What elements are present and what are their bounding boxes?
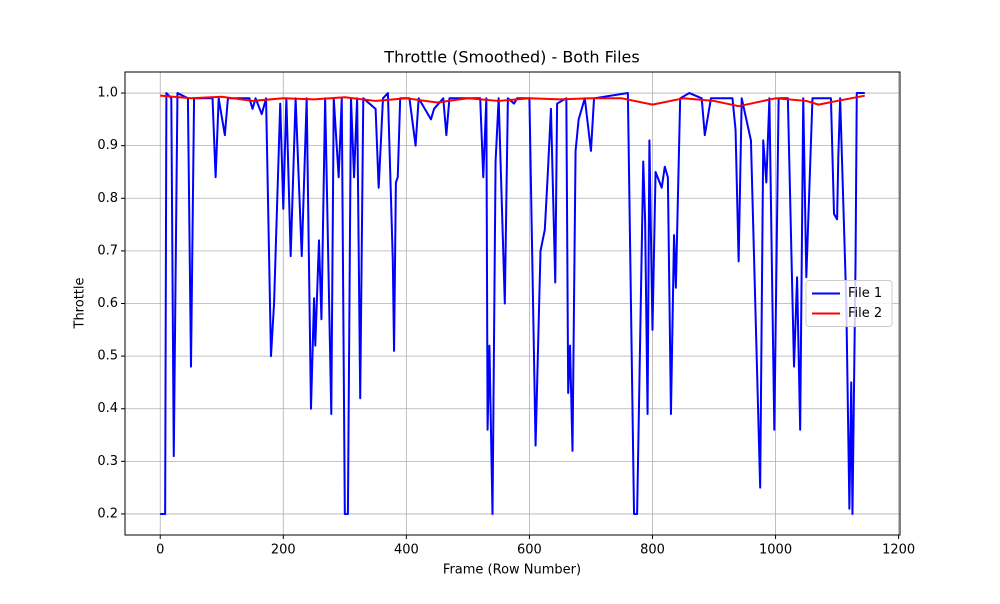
legend-box xyxy=(805,280,893,327)
y-tick-label: 0.4 xyxy=(97,401,118,416)
y-tick-label: 0.6 xyxy=(97,296,118,311)
x-tick-label: 0 xyxy=(156,543,164,558)
x-tick-label: 600 xyxy=(517,543,542,558)
x-axis-label: Frame (Row Number) xyxy=(443,563,581,578)
y-tick-label: 0.7 xyxy=(97,243,118,258)
x-tick-label: 1200 xyxy=(882,543,915,558)
series-line xyxy=(160,92,865,515)
x-tick-label: 400 xyxy=(394,543,419,558)
y-tick-label: 0.8 xyxy=(97,191,118,206)
series-line xyxy=(160,94,865,108)
y-tick-label: 0.9 xyxy=(97,138,118,153)
legend-label: File 2 xyxy=(848,306,882,321)
x-tick-label: 800 xyxy=(640,543,665,558)
y-tick-label: 1.0 xyxy=(97,86,118,101)
legend: File 1 File 2 xyxy=(805,280,893,327)
y-tick-label: 0.5 xyxy=(97,349,118,364)
x-tick-label: 1000 xyxy=(759,543,792,558)
y-tick-label: 0.2 xyxy=(97,506,118,521)
plot-frame xyxy=(124,71,901,536)
legend-label: File 1 xyxy=(848,286,882,301)
chart-title: Throttle (Smoothed) - Both Files xyxy=(383,48,639,67)
x-tick-label: 200 xyxy=(271,543,296,558)
y-axis-label: Throttle xyxy=(73,278,88,330)
y-tick-label: 0.3 xyxy=(97,454,118,469)
